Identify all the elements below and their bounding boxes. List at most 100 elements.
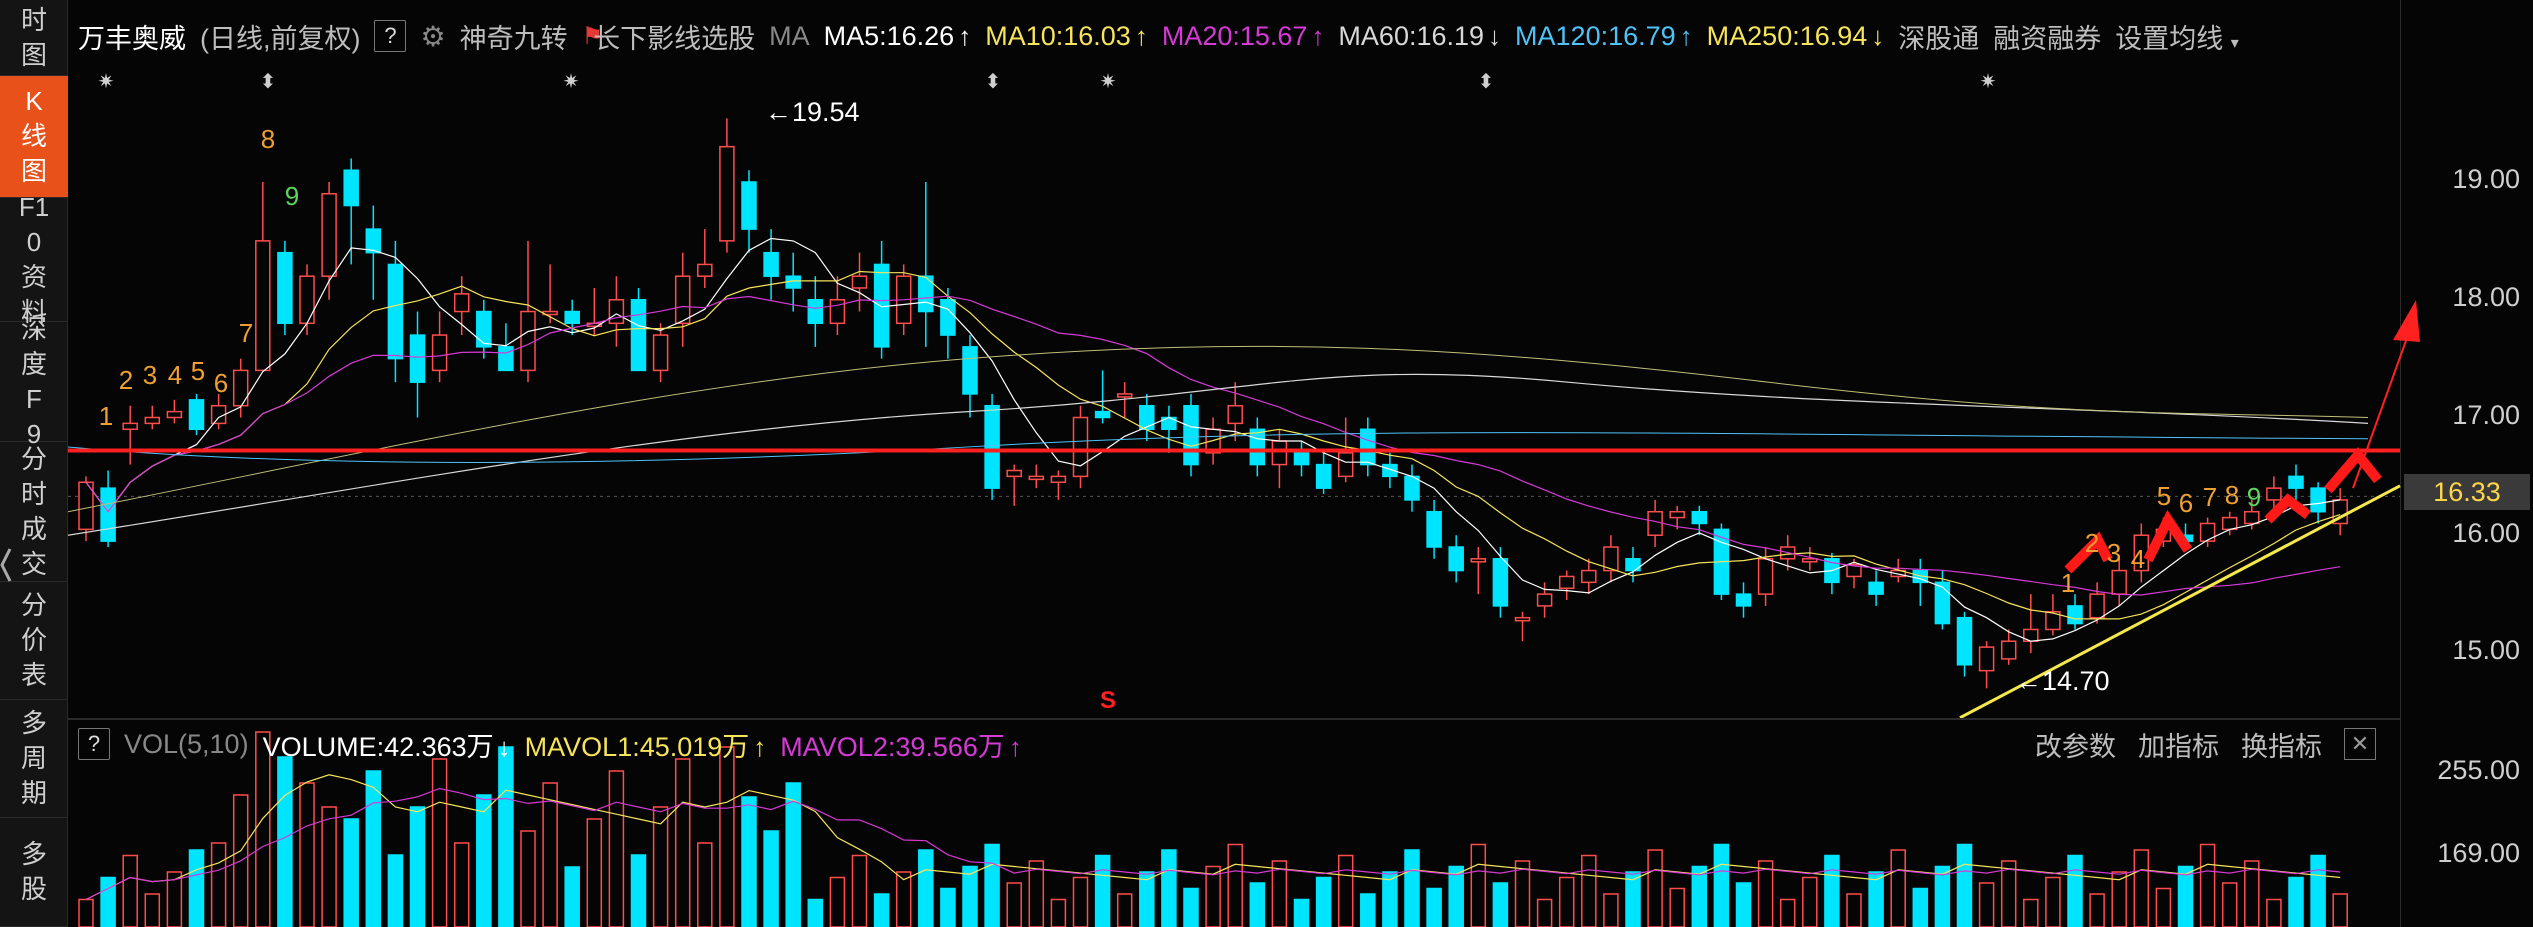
marker-icon-5: ⬍: [1478, 71, 1495, 93]
volume-indicator-label[interactable]: VOL(5,10): [124, 728, 249, 759]
volume-bar: [387, 854, 404, 927]
candle-body: [1492, 558, 1509, 607]
indicator-long-shadow[interactable]: 长下影线选股: [593, 23, 756, 54]
candle-body: [1404, 475, 1420, 501]
volume-bar: [277, 756, 293, 927]
volume-bar: [299, 782, 315, 927]
volume-bar: [1293, 898, 1310, 927]
help-button[interactable]: ?: [374, 20, 407, 52]
candle-body: [2288, 475, 2304, 489]
candle-body: [1956, 616, 1973, 666]
candle-body: [1360, 428, 1376, 466]
sidebar-item-multi-period[interactable]: 多周期: [0, 700, 68, 818]
candle-body: [2111, 569, 2127, 595]
candle-body: [321, 193, 337, 277]
volume-bar: [1382, 871, 1398, 927]
ma10-line: [85, 270, 2341, 620]
nine-turn-right-9: 9: [2247, 482, 2261, 512]
candle-body: [807, 299, 824, 325]
indicator-magic-nine[interactable]: 神奇九转: [459, 23, 568, 54]
volume-bar: [2244, 860, 2260, 927]
nine-turn-left-4: 4: [168, 360, 182, 390]
volume-bar: [1448, 865, 1464, 927]
candle-body: [1050, 475, 1067, 484]
nine-turn-right-8: 8: [2225, 480, 2239, 510]
candle-body: [873, 263, 890, 348]
close-icon[interactable]: ✕: [2344, 728, 2376, 760]
volume-bar: [343, 818, 359, 927]
marker-icon-1: ⬍: [260, 71, 277, 93]
volume-bar: [962, 865, 978, 927]
nine-turn-left-7: 7: [239, 318, 253, 348]
volume-chart[interactable]: [68, 718, 2533, 927]
arrow-up-icon: [2393, 300, 2420, 342]
candles: [78, 118, 2348, 689]
current-price-badge: 16.33: [2404, 474, 2530, 510]
volume-bar: [78, 898, 94, 927]
volume-bar: [1846, 893, 1862, 927]
candle-body: [431, 334, 448, 372]
candle-body: [343, 169, 359, 207]
volume-bar: [2045, 876, 2061, 927]
candle-body: [255, 240, 271, 372]
sidebar-item-trades[interactable]: 分时成交: [0, 442, 68, 582]
candle-body: [1757, 558, 1774, 595]
volume-bar: [2332, 893, 2348, 927]
trend-line: [1959, 484, 2401, 718]
add-indicator-button[interactable]: 加指标: [2138, 731, 2219, 762]
sidebar-item-depth[interactable]: 深度F9: [0, 314, 68, 449]
volume-bar: [1404, 849, 1420, 927]
candle-body: [122, 422, 138, 431]
candle-body: [1691, 510, 1708, 525]
switch-indicator-button[interactable]: 换指标: [2241, 731, 2322, 762]
period-label[interactable]: (日线,前复权): [200, 23, 361, 54]
volume-bar: [2023, 898, 2039, 927]
nine-turn-right-4: 4: [2131, 544, 2145, 574]
link-ma-settings[interactable]: 设置均线 ▾: [2115, 23, 2239, 54]
candle-body: [1868, 581, 1884, 595]
volume-help-button[interactable]: ?: [78, 728, 110, 760]
volume-bar: [1757, 860, 1774, 927]
ma-label[interactable]: MA: [769, 20, 810, 51]
volume-bar: [1868, 871, 1884, 927]
candle-body: [1536, 593, 1553, 607]
collapse-arrow-icon[interactable]: [0, 545, 12, 585]
link-shenzhen-connect[interactable]: 深股通: [1898, 23, 1980, 54]
volume-bar: [2111, 871, 2127, 927]
candle-body: [940, 299, 956, 336]
candle-body: [100, 487, 116, 542]
candle-body: [1558, 575, 1575, 589]
zigzag-arrow-3: [2324, 447, 2382, 494]
candle-body: [1227, 404, 1243, 425]
vol-axis-tick-255: 255.00: [2437, 755, 2520, 785]
ma10-value: MA10:16.03 ↑: [985, 20, 1148, 51]
sidebar-item-multi-stock[interactable]: 多股: [0, 818, 68, 927]
sidebar-item-timeshare[interactable]: 时图: [0, 0, 68, 76]
sidebar-item-price-table[interactable]: 分价表: [0, 582, 68, 700]
axis-tick-17: 17.00: [2452, 400, 2520, 430]
change-params-button[interactable]: 改参数: [2035, 731, 2116, 762]
gear-icon[interactable]: ⚙: [420, 20, 446, 52]
volume-bar: [2310, 854, 2326, 927]
volume-bar: [122, 854, 138, 927]
candle-body: [1006, 469, 1022, 478]
candle-body: [1934, 581, 1951, 625]
zigzag-arrow-1: [2143, 510, 2193, 563]
volume-bar: [1581, 854, 1597, 927]
volume-bar: [2000, 860, 2017, 927]
candle-body: [453, 293, 470, 313]
candle-body: [232, 369, 249, 407]
link-margin-trading[interactable]: 融资融券: [1993, 23, 2102, 54]
candle-body: [652, 334, 669, 372]
candle-body: [299, 275, 315, 325]
sidebar-item-kline[interactable]: K线图: [0, 76, 68, 198]
volume-bar: [1249, 882, 1266, 927]
candle-body: [2310, 487, 2326, 513]
sidebar-item-f10[interactable]: F10资料: [0, 192, 68, 327]
volume-value: VOLUME:42.363万 ↓: [262, 731, 511, 762]
stock-name[interactable]: 万丰奥威: [78, 23, 186, 54]
candle-body: [1647, 510, 1663, 537]
volume-bar: [807, 898, 824, 927]
nine-turn-right-5: 5: [2157, 481, 2171, 511]
